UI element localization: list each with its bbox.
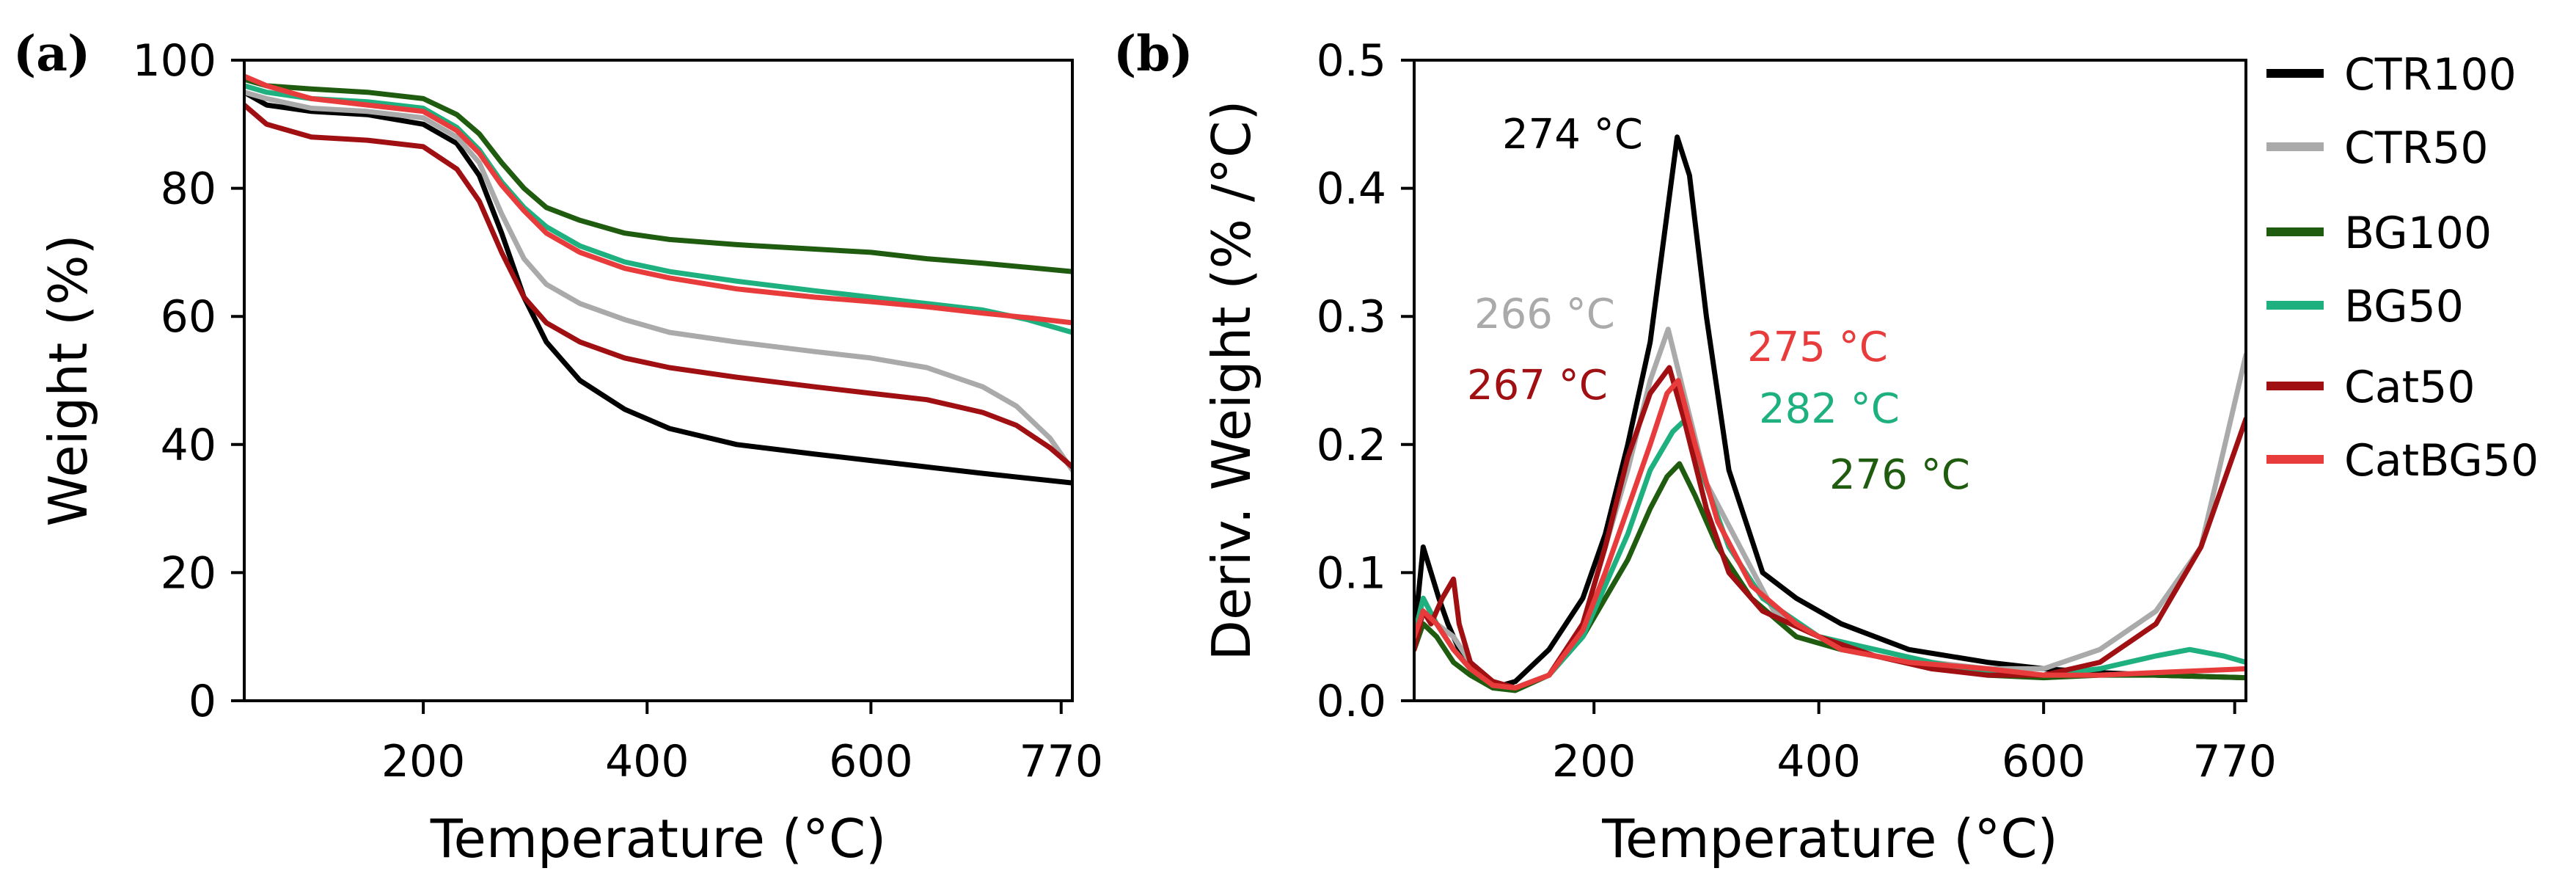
panel-a-y-tick-label-80: 80	[161, 164, 216, 215]
panel-a-x-tick-label-400: 400	[605, 736, 689, 787]
panel-b-axes-frame	[1413, 59, 2247, 702]
panel-b-legend: CTR100 CTR50 BG100 BG50 Cat50 CatBG50	[2266, 49, 2539, 486]
panel-a-line-catbg50	[244, 73, 1072, 326]
panel-a-y-tick-label-60: 60	[161, 291, 216, 343]
panel-b-y-axis-title: Deriv. Weight (% /°C)	[1201, 101, 1262, 661]
panel-b-y-tick-label-0-3: 0.3	[1317, 291, 1386, 343]
panel-b-peak-annotations: 274 °C 266 °C 267 °C 275 °C 282 °C 276 °…	[1467, 111, 1970, 499]
panel-b-y-tick-label-0-4: 0.4	[1317, 164, 1386, 215]
panel-a-axes-frame	[243, 59, 1074, 702]
legend-label-bg100: BG100	[2344, 208, 2492, 259]
panel-a-line-bg100	[244, 76, 1072, 274]
legend-label-bg50: BG50	[2344, 281, 2464, 332]
panel-a-y-tick-label-40: 40	[161, 420, 216, 471]
panel-b-y-tick-label-0-5: 0.5	[1317, 35, 1386, 87]
legend-label-cat50: Cat50	[2344, 362, 2476, 413]
peak-label-cat50: 267 °C	[1467, 362, 1608, 409]
panel-b-line-cat50	[1414, 365, 2246, 690]
peak-label-ctr50: 266 °C	[1474, 291, 1615, 338]
panel-b-y-tick-label-0: 0.0	[1317, 676, 1386, 727]
panel-a-x-tick-label-200: 200	[381, 736, 466, 787]
legend-label-ctr100: CTR100	[2344, 49, 2517, 101]
panel-b-plot: 200 400 600 770 0.0 0.1 0.2 0.3 0.4 0.5	[1317, 35, 2277, 787]
panel-label-a: (a)	[13, 25, 90, 82]
panel-a-x-tick-label-600: 600	[829, 736, 913, 787]
panel-b-line-catbg50	[1414, 378, 2246, 690]
panel-a-x-tick-label-770: 770	[1019, 736, 1103, 787]
panel-a-y-tick-label-20: 20	[161, 547, 216, 599]
panel-a-y-tick-label-0: 0	[189, 676, 216, 727]
panel-b-x-tick-label-600: 600	[2002, 736, 2086, 787]
panel-a-x-axis-title: Temperature (°C)	[430, 808, 886, 870]
panel-b-series-group	[1414, 134, 2246, 693]
panel-b-y-tick-label-0-1: 0.1	[1317, 547, 1386, 599]
panel-b-y-tick-label-0-2: 0.2	[1317, 420, 1386, 471]
peak-label-bg50: 282 °C	[1759, 385, 1900, 433]
panel-b-x-tick-label-200: 200	[1552, 736, 1636, 787]
panel-a-line-cat50	[244, 102, 1072, 470]
panel-b-x-tick-label-400: 400	[1777, 736, 1861, 787]
panel-b-x-axis-title: Temperature (°C)	[1601, 808, 2057, 870]
panel-a-plot: 200 400 600 770 0 20 40 60 80 100	[132, 35, 1103, 787]
panel-a-ticks: 200 400 600 770 0 20 40 60 80 100	[132, 35, 1103, 787]
panel-label-b: (b)	[1113, 25, 1193, 82]
panel-a-line-ctr100	[244, 90, 1072, 486]
panel-b-x-tick-label-770: 770	[2192, 736, 2277, 787]
panel-a-y-axis-title: Weight (%)	[37, 234, 99, 526]
legend-label-catbg50: CatBG50	[2344, 435, 2539, 486]
legend-label-ctr50: CTR50	[2344, 123, 2489, 174]
peak-label-bg100: 276 °C	[1829, 451, 1970, 499]
panel-a-line-bg50	[244, 83, 1072, 335]
panel-b-ticks: 200 400 600 770 0.0 0.1 0.2 0.3 0.4 0.5	[1317, 35, 2277, 787]
peak-label-catbg50: 275 °C	[1747, 324, 1888, 371]
panel-a-line-ctr50	[244, 90, 1072, 473]
panel-a-series-group	[244, 73, 1072, 486]
peak-label-ctr100: 274 °C	[1502, 111, 1643, 158]
panel-a-y-tick-label-100: 100	[132, 35, 216, 87]
